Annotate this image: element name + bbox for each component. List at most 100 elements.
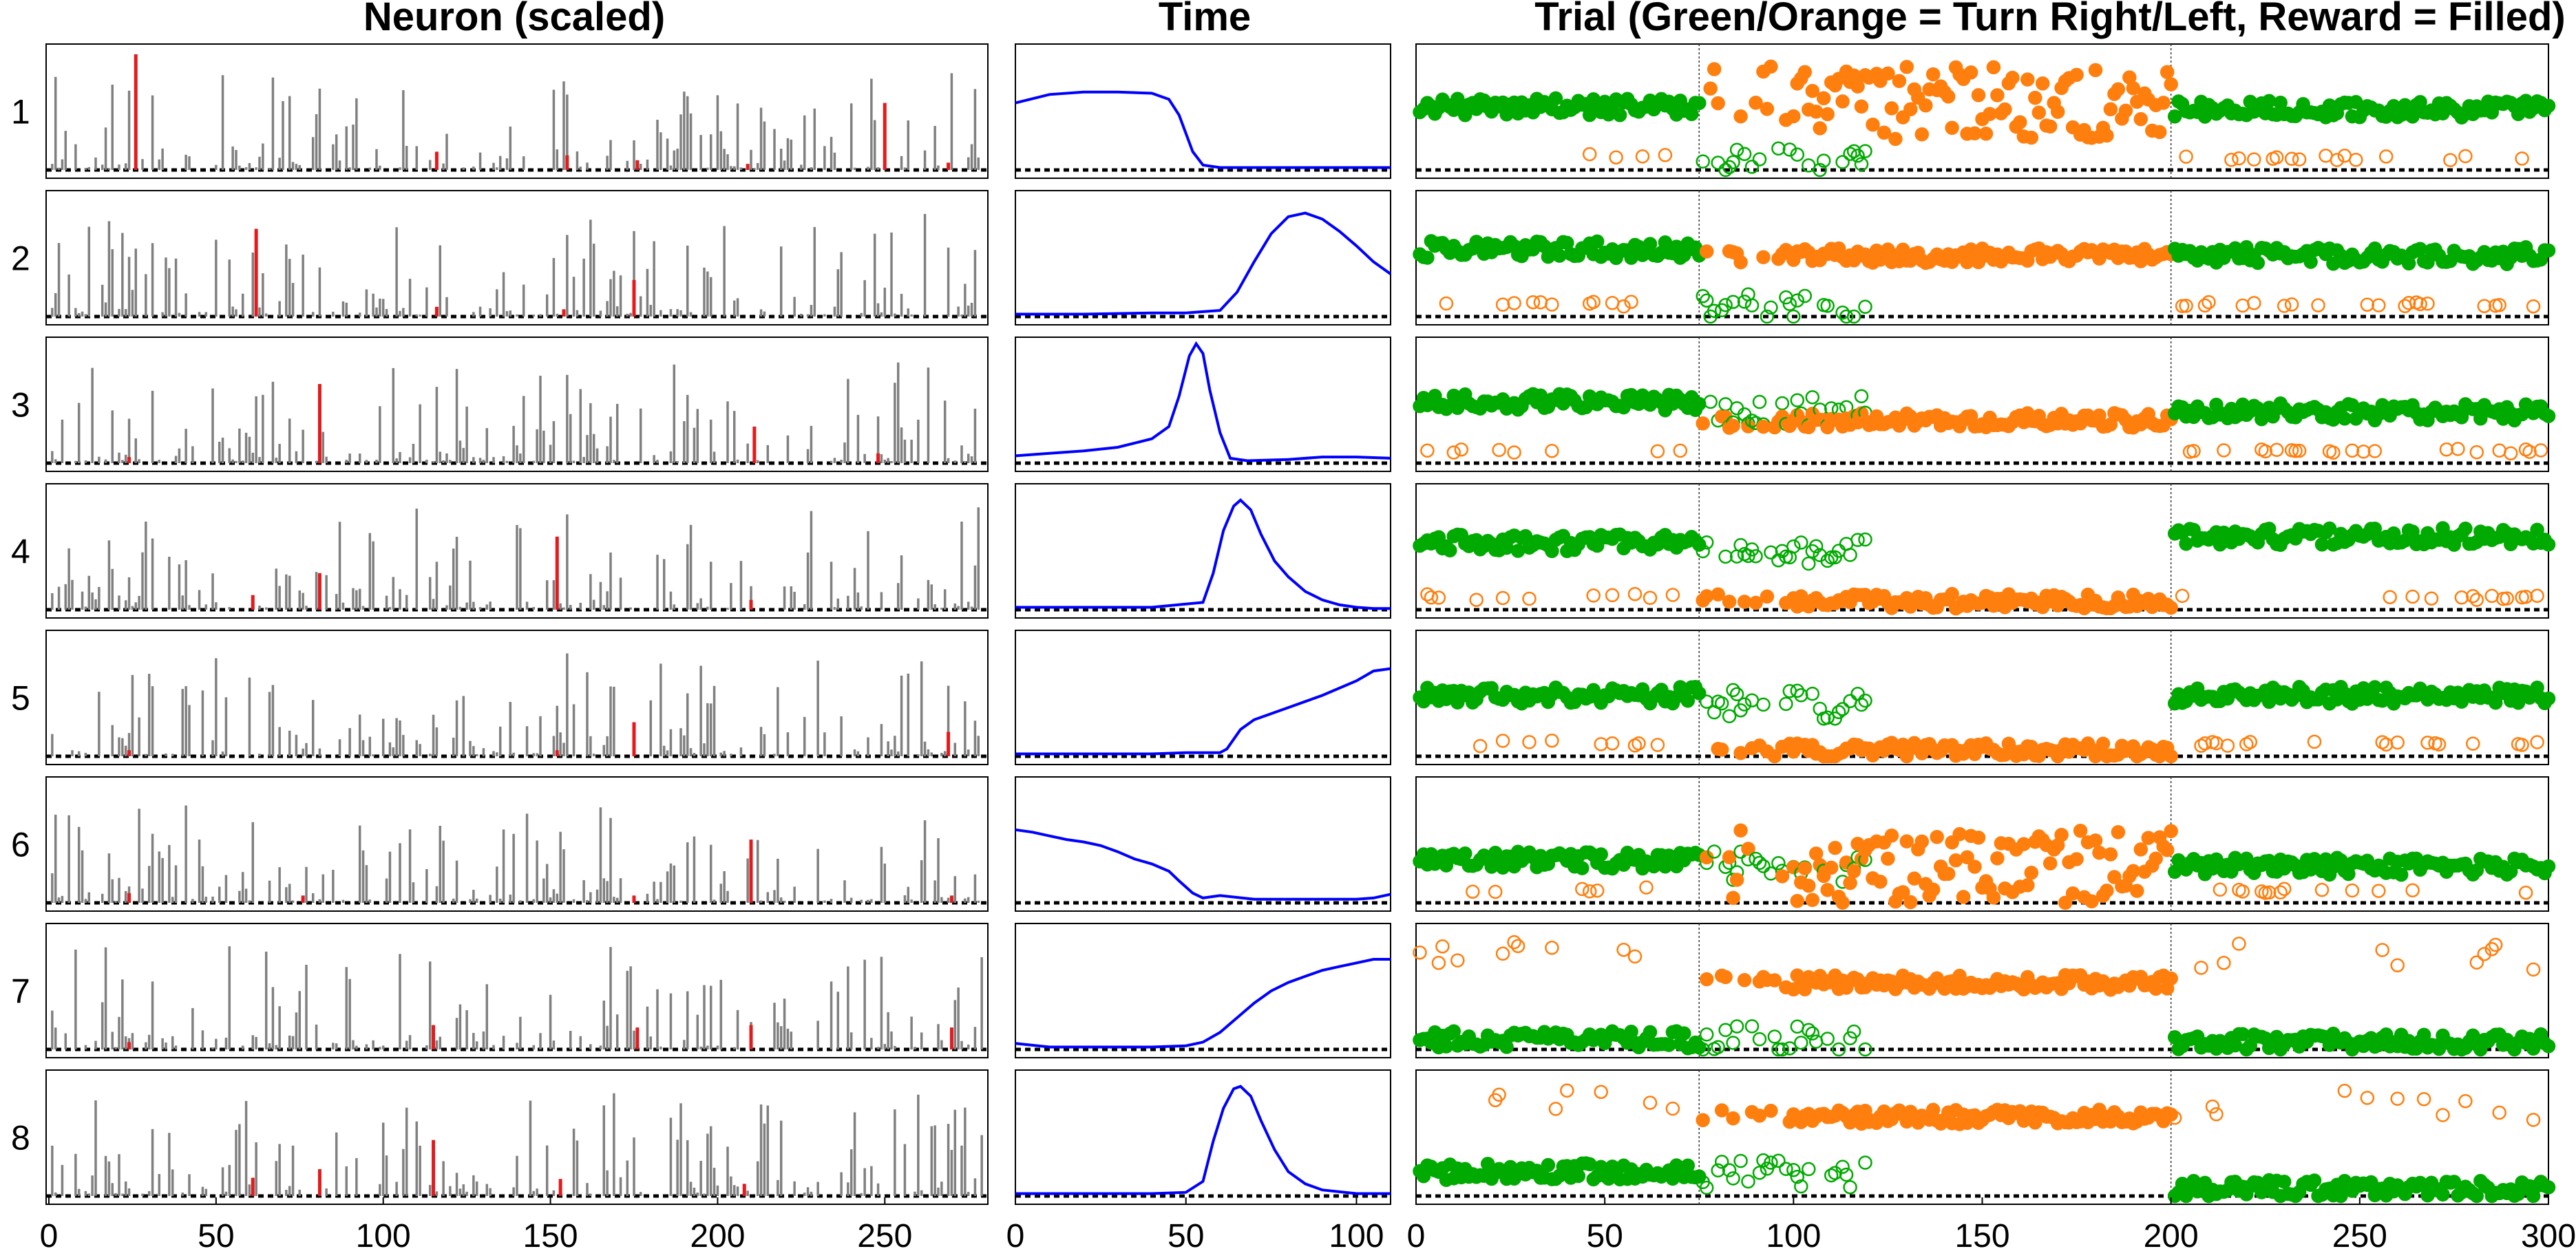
trial-point: [1413, 945, 1427, 960]
trial-point: [1696, 544, 1710, 559]
trial-point: [1881, 66, 1895, 81]
trial-point: [1808, 105, 1824, 119]
trial-point: [1764, 1155, 1778, 1170]
trial-point: [1775, 869, 1790, 884]
trial-point: [2515, 738, 2529, 752]
trial-point: [1707, 62, 1722, 76]
trial-point: [1797, 982, 1813, 996]
trial-point: [2243, 735, 2258, 749]
trial-point: [2197, 298, 2213, 313]
trial-point: [2092, 845, 2107, 860]
trial-point: [1722, 595, 1737, 609]
trial-point: [1752, 1032, 1767, 1047]
trial-point: [2503, 864, 2518, 879]
trial-point: [2247, 296, 2261, 310]
trial-point: [1714, 1103, 1729, 1118]
trial-point: [1805, 390, 1820, 405]
x-tick-label: 150: [1954, 1218, 2009, 1254]
trial-point: [1711, 96, 1725, 111]
trial-point: [2103, 847, 2118, 862]
trial-point: [2518, 885, 2533, 900]
trial-point: [1794, 1179, 1808, 1194]
trial-point: [2492, 1105, 2506, 1120]
trial-point: [2378, 149, 2394, 164]
trial-point: [1952, 826, 1967, 842]
trial-point: [2330, 153, 2345, 167]
trial-point: [2288, 443, 2303, 458]
trial-point: [1805, 83, 1820, 98]
trial-point: [1692, 686, 1707, 701]
trial-point: [2530, 588, 2544, 604]
trial-point: [1439, 296, 1454, 311]
trial-point: [1650, 738, 1665, 752]
trial-point: [1643, 1025, 1658, 1040]
component-label-1: 1: [11, 93, 30, 131]
trial-point: [1978, 127, 1994, 141]
trial-point: [1805, 893, 1820, 908]
trial-point: [2273, 96, 2288, 110]
trial-point: [1752, 855, 1767, 871]
trial-point: [1733, 109, 1748, 124]
trial-point: [1552, 248, 1567, 263]
trial-point: [1843, 147, 1857, 161]
trial-point: [2420, 297, 2435, 311]
trial-point: [1696, 154, 1710, 169]
trial-point: [1956, 890, 1971, 904]
trial-point: [2054, 828, 2069, 842]
trial-point: [1545, 733, 1559, 748]
trial-point: [2454, 410, 2469, 425]
trial-point: [2186, 444, 2201, 458]
trial-point: [2390, 1091, 2405, 1106]
trial-point: [2405, 883, 2420, 898]
trial-point: [2541, 537, 2556, 552]
x-tick-label: 0: [1407, 1218, 1426, 1254]
trial-point: [2416, 1027, 2431, 1043]
trial-point: [1726, 1111, 1740, 1126]
trial-point: [2247, 152, 2261, 167]
axes-time-1: [1015, 43, 1391, 179]
trial-point: [2202, 295, 2216, 310]
trial-point: [1752, 394, 1767, 409]
trial-point: [1545, 297, 1559, 312]
trial-point: [1525, 295, 1541, 310]
time-series-line-8: [1015, 1085, 1391, 1195]
time-series-line-2: [1015, 211, 1392, 316]
trial-point: [1764, 59, 1778, 74]
trial-point: [2530, 735, 2544, 749]
trial-point: [2167, 1111, 2182, 1125]
trial-point: [2020, 878, 2035, 893]
trial-point: [2179, 299, 2193, 313]
trial-point: [2292, 443, 2307, 458]
x-tick-label: 150: [523, 1218, 578, 1254]
trial-point: [1495, 946, 1510, 961]
trial-point: [1945, 120, 1959, 135]
trial-point: [2401, 296, 2416, 310]
trial-point: [1756, 859, 1771, 873]
trial-point: [1699, 293, 1714, 308]
trial-point: [1802, 1023, 1816, 1038]
trial-point: [2360, 297, 2375, 312]
trial-point: [2284, 297, 2299, 312]
trial-point: [1632, 736, 1646, 751]
trial-point: [1718, 549, 1733, 564]
trial-point: [1420, 250, 1435, 265]
trial-point: [1605, 588, 1620, 603]
trial-point: [2326, 445, 2341, 460]
trial-point: [1786, 539, 1801, 554]
trial-point: [1699, 1027, 1714, 1042]
trial-point: [1986, 60, 2001, 74]
trial-point: [1714, 696, 1729, 711]
trial-point: [1790, 683, 1805, 698]
trial-point: [1843, 1179, 1857, 1195]
trial-point: [1854, 697, 1869, 712]
trial-point: [1575, 861, 1590, 875]
trial-point: [1884, 101, 1899, 116]
axes-neuron-1: [45, 43, 989, 179]
trial-point: [2024, 130, 2039, 145]
trial-point: [1794, 535, 1808, 550]
trial-point: [1696, 416, 1710, 431]
x-tick-label: 250: [857, 1218, 912, 1254]
trial-point: [1760, 309, 1775, 324]
trial-point: [2118, 103, 2133, 118]
trial-point: [1673, 443, 1688, 458]
